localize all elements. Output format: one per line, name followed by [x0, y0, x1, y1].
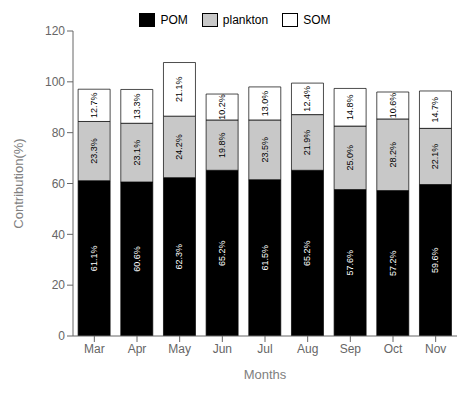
svg-text:65.2%: 65.2%: [217, 240, 227, 266]
svg-text:21.1%: 21.1%: [174, 77, 184, 103]
svg-text:Contribution(%): Contribution(%): [11, 138, 26, 228]
svg-text:57.2%: 57.2%: [388, 251, 398, 277]
svg-text:10.2%: 10.2%: [217, 94, 227, 120]
svg-text:61.5%: 61.5%: [260, 245, 270, 271]
svg-text:120: 120: [45, 24, 65, 38]
svg-text:57.6%: 57.6%: [345, 250, 355, 276]
svg-text:13.3%: 13.3%: [132, 94, 142, 120]
svg-text:12.7%: 12.7%: [89, 93, 99, 119]
svg-text:28.2%: 28.2%: [388, 142, 398, 168]
svg-text:21.9%: 21.9%: [302, 130, 312, 156]
svg-text:60.6%: 60.6%: [132, 246, 142, 272]
svg-text:Months: Months: [244, 367, 287, 382]
svg-text:0: 0: [58, 329, 65, 343]
svg-text:Nov: Nov: [425, 342, 446, 356]
svg-text:100: 100: [45, 75, 65, 89]
svg-text:10.6%: 10.6%: [388, 93, 398, 119]
svg-text:22.1%: 22.1%: [430, 144, 440, 170]
svg-text:Jul: Jul: [257, 342, 272, 356]
svg-text:Mar: Mar: [84, 342, 105, 356]
svg-text:60: 60: [52, 177, 66, 191]
svg-text:23.1%: 23.1%: [132, 140, 142, 166]
svg-text:Aug: Aug: [297, 342, 318, 356]
svg-text:65.2%: 65.2%: [302, 240, 312, 266]
svg-text:14.8%: 14.8%: [345, 94, 355, 120]
svg-text:13.0%: 13.0%: [260, 91, 270, 117]
svg-text:40: 40: [52, 228, 66, 242]
svg-text:23.3%: 23.3%: [89, 138, 99, 164]
svg-text:Sep: Sep: [340, 342, 362, 356]
svg-text:25.0%: 25.0%: [345, 145, 355, 171]
svg-text:80: 80: [52, 126, 66, 140]
svg-text:61.1%: 61.1%: [89, 246, 99, 272]
html-text:SOM: SOM: [303, 13, 331, 27]
svg-text:14.7%: 14.7%: [430, 97, 440, 123]
svg-text:20: 20: [52, 278, 66, 292]
svg-text:Jun: Jun: [213, 342, 232, 356]
svg-text:Oct: Oct: [384, 342, 403, 356]
svg-text:Apr: Apr: [128, 342, 147, 356]
html-text:POM: POM: [160, 13, 188, 27]
svg-text:62.3%: 62.3%: [174, 244, 184, 270]
svg-text:23.5%: 23.5%: [260, 137, 270, 163]
svg-text:12.4%: 12.4%: [302, 86, 312, 112]
svg-text:May: May: [168, 342, 191, 356]
html-text:plankton: plankton: [222, 13, 269, 27]
svg-text:59.6%: 59.6%: [430, 247, 440, 273]
svg-text:24.2%: 24.2%: [174, 134, 184, 160]
svg-text:19.8%: 19.8%: [217, 132, 227, 158]
